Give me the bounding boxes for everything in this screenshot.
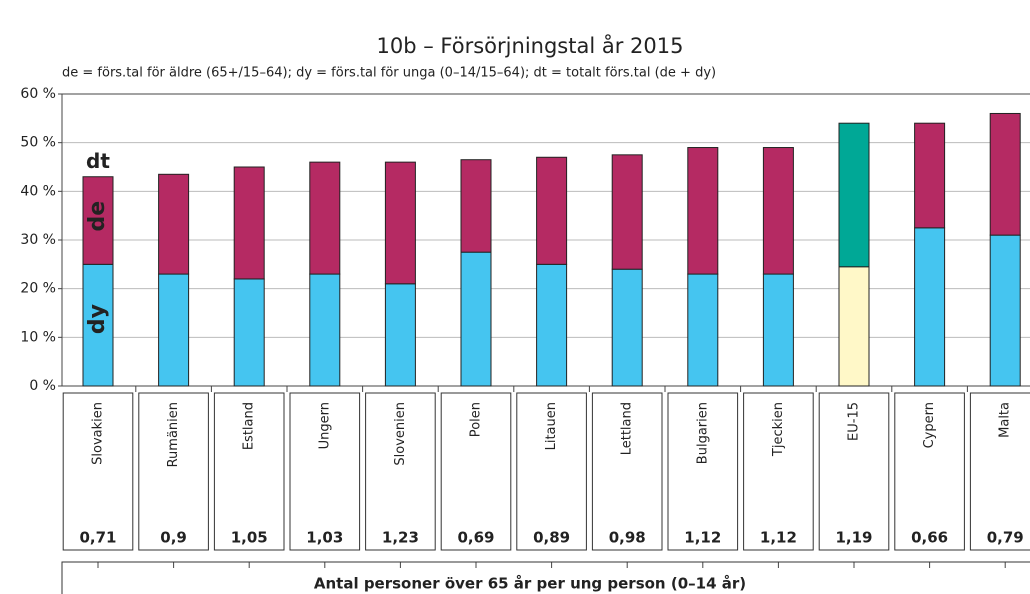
ratio-label: 1,05	[231, 529, 268, 547]
x-tick-label: Rumänien	[166, 402, 181, 467]
ratio-title: Antal personer över 65 år per ung person…	[314, 575, 746, 593]
bar-segment	[460, 159, 492, 253]
x-tick-label: Bulgarien	[695, 402, 710, 464]
y-tick-label: 40 %	[20, 183, 56, 199]
x-tick-label: Cypern	[922, 402, 937, 448]
y-tick-label: 0 %	[29, 378, 56, 394]
chart-subtitle: de = förs.tal för äldre (65+/15–64); dy …	[62, 66, 716, 81]
y-tick-label: 50 %	[20, 135, 56, 151]
bar-segment	[309, 161, 341, 275]
bar-segment	[309, 273, 341, 387]
category-box	[894, 392, 965, 551]
category-box	[516, 392, 587, 551]
category-box	[62, 392, 134, 551]
category-box	[969, 392, 1030, 551]
bar-segment	[914, 122, 946, 229]
bar-segment	[460, 251, 492, 387]
bar-segment	[233, 278, 265, 387]
category-box	[289, 392, 361, 551]
x-tick-label: EU-15	[847, 402, 862, 441]
ratio-label: 1,23	[382, 529, 419, 547]
bar-segment	[838, 266, 870, 387]
series-label: de	[85, 201, 110, 232]
y-tick-label: 10 %	[20, 329, 56, 345]
y-tick-label: 20 %	[20, 281, 56, 297]
total-label: dt	[86, 149, 110, 173]
x-tick-label: Slovakien	[91, 402, 106, 465]
bar-segment	[838, 122, 870, 268]
bar-segment	[82, 263, 114, 387]
bar-segment	[384, 283, 416, 387]
bar-segment	[687, 273, 719, 387]
bar-segment	[611, 268, 643, 387]
bar-segment	[687, 147, 719, 275]
bar-segment	[82, 176, 114, 265]
y-tick-label: 30 %	[20, 232, 56, 248]
chart-title: 10b – Försörjningstal år 2015	[377, 33, 684, 58]
x-tick-label: Ungern	[317, 402, 332, 449]
bar-segment	[536, 263, 568, 387]
bar-segment	[611, 154, 643, 270]
ratio-label: 0,9	[160, 529, 187, 547]
bar-segment	[233, 166, 265, 280]
x-tick-label: Lettland	[620, 402, 635, 455]
x-tick-label: Estland	[242, 402, 257, 450]
bar-segment	[158, 273, 190, 387]
series-label: dy	[85, 304, 110, 334]
ratio-label: 1,12	[760, 529, 797, 547]
x-tick-label: Litauen	[544, 402, 559, 450]
x-tick-label: Polen	[469, 402, 484, 437]
bar-segment	[384, 161, 416, 285]
ratio-label: 0,79	[987, 529, 1024, 547]
x-tick-label: Malta	[998, 402, 1013, 438]
bar-segment	[914, 227, 946, 387]
ratio-box	[61, 561, 1030, 594]
ratio-label: 0,71	[79, 529, 116, 547]
ratio-label: 1,19	[835, 529, 872, 547]
x-tick-label: Slovenien	[393, 402, 408, 466]
bar-segment	[536, 156, 568, 265]
bar-segment	[158, 173, 190, 275]
category-box	[213, 392, 285, 551]
ratio-label: 0,69	[457, 529, 494, 547]
category-box	[138, 392, 209, 551]
bar-segment	[762, 273, 794, 387]
category-box	[818, 392, 890, 551]
category-box	[591, 392, 663, 551]
y-tick-label: 60 %	[20, 86, 56, 102]
ratio-label: 1,12	[684, 529, 721, 547]
ratio-label: 0,98	[609, 529, 646, 547]
ratio-label: 0,89	[533, 529, 570, 547]
category-box	[667, 392, 739, 551]
bar-segment	[989, 234, 1021, 387]
bar-segment	[762, 147, 794, 275]
bar-segment	[989, 112, 1021, 236]
ratio-label: 0,66	[911, 529, 948, 547]
category-box	[743, 392, 814, 551]
category-box	[365, 392, 436, 551]
ratio-label: 1,03	[306, 529, 343, 547]
x-tick-label: Tjeckien	[771, 402, 786, 457]
category-box	[440, 392, 512, 551]
